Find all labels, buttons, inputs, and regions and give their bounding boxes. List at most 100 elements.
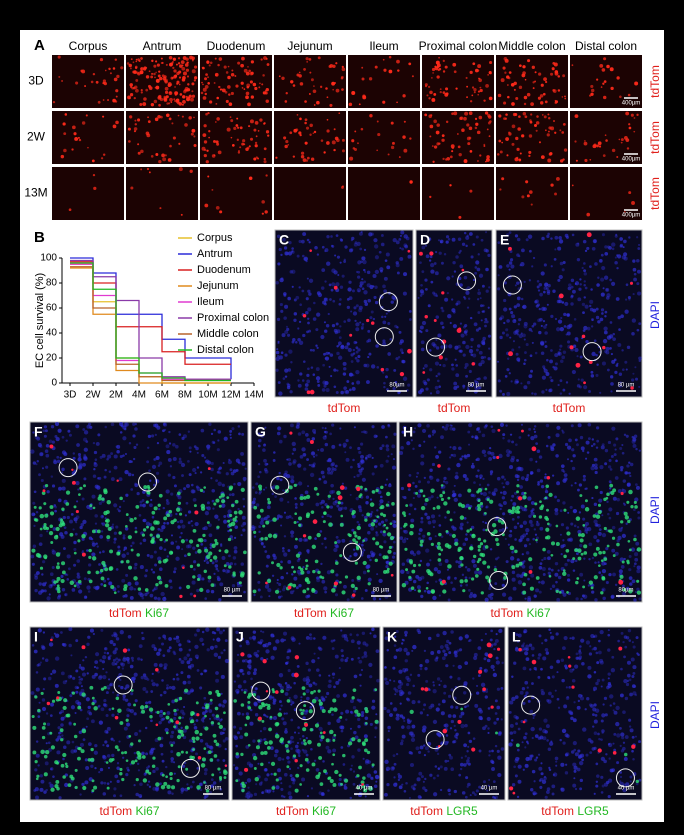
nucleus — [418, 444, 422, 448]
cell-dot — [329, 103, 333, 107]
green-cell — [449, 518, 453, 522]
nucleus — [112, 739, 116, 742]
green-cell — [327, 494, 331, 498]
nucleus — [463, 454, 467, 458]
nucleus — [321, 245, 325, 249]
nucleus — [35, 687, 40, 692]
cell-dot — [295, 128, 299, 132]
red-cell — [437, 464, 441, 468]
nucleus — [605, 288, 609, 291]
nucleus — [210, 477, 213, 480]
nucleus — [591, 351, 596, 357]
nucleus — [401, 351, 404, 355]
green-cell — [403, 514, 407, 517]
nucleus — [461, 455, 464, 458]
green-cell — [188, 539, 194, 544]
micrograph-bg — [29, 421, 249, 603]
nucleus — [258, 525, 262, 529]
nucleus — [403, 272, 408, 277]
nucleus — [419, 559, 423, 563]
green-cell — [33, 505, 37, 509]
green-cell — [595, 514, 601, 519]
cell-dot — [156, 63, 160, 67]
nucleus — [188, 739, 192, 743]
nucleus — [534, 299, 539, 304]
micrograph — [250, 421, 398, 603]
nucleus — [513, 330, 518, 335]
nucleus — [327, 497, 331, 500]
nucleus — [88, 712, 93, 716]
nucleus — [452, 587, 456, 592]
nucleus — [621, 533, 627, 539]
stain-label: tdTom — [648, 177, 662, 210]
green-cell — [233, 510, 238, 515]
nucleus — [71, 740, 75, 744]
nucleus — [525, 551, 530, 555]
cell-dot — [169, 144, 172, 148]
nucleus — [157, 527, 161, 531]
nucleus — [477, 377, 481, 381]
cell-dot — [91, 159, 95, 163]
nucleus — [302, 566, 305, 569]
nucleus — [606, 293, 611, 298]
nucleus — [472, 353, 477, 358]
green-cell — [562, 569, 566, 572]
nucleus — [264, 469, 269, 474]
cell-dot — [571, 64, 574, 67]
nucleus — [95, 441, 100, 446]
green-cell — [438, 532, 442, 537]
nucleus — [547, 232, 550, 236]
cell-dot — [597, 141, 602, 146]
nucleus — [294, 497, 297, 500]
nucleus — [406, 570, 410, 575]
nucleus — [110, 422, 115, 427]
nucleus — [562, 478, 567, 483]
nucleus — [263, 516, 268, 521]
nucleus — [567, 340, 571, 344]
green-cell — [189, 564, 194, 569]
green-cell — [298, 516, 303, 521]
nucleus — [176, 545, 181, 550]
nucleus — [423, 589, 427, 593]
nucleus — [209, 546, 213, 549]
cell-dot — [143, 97, 147, 101]
green-cell — [262, 524, 266, 528]
red-cell — [116, 479, 119, 482]
nucleus — [276, 234, 281, 239]
green-cell — [291, 565, 294, 569]
green-cell — [238, 510, 243, 515]
cell-dot — [519, 64, 522, 68]
nucleus — [74, 712, 77, 715]
nucleus — [452, 427, 456, 431]
nucleus — [48, 642, 54, 647]
nucleus — [437, 333, 442, 338]
cell-dot — [618, 138, 621, 141]
nucleus — [284, 330, 289, 334]
cell-dot — [561, 96, 564, 98]
nucleus — [103, 646, 108, 651]
nucleus — [583, 579, 586, 582]
nucleus — [54, 633, 60, 638]
cell-dot — [442, 157, 445, 161]
cell-dot — [112, 67, 116, 70]
nucleus — [485, 231, 488, 234]
nucleus — [611, 426, 616, 431]
nucleus — [629, 462, 634, 467]
nucleus — [135, 443, 139, 446]
nucleus — [254, 491, 258, 494]
green-cell — [293, 483, 297, 488]
nucleus — [325, 351, 329, 356]
cell-dot — [275, 156, 278, 159]
nucleus — [297, 383, 302, 388]
nucleus — [58, 796, 62, 800]
nucleus — [575, 552, 579, 556]
green-cell — [389, 535, 395, 541]
nucleus — [579, 278, 582, 281]
nucleus — [490, 592, 494, 597]
nucleus — [632, 444, 637, 448]
nucleus — [624, 471, 628, 475]
nucleus — [385, 447, 390, 452]
nucleus — [588, 304, 592, 308]
nucleus — [297, 327, 300, 330]
cell-dot — [590, 88, 595, 93]
